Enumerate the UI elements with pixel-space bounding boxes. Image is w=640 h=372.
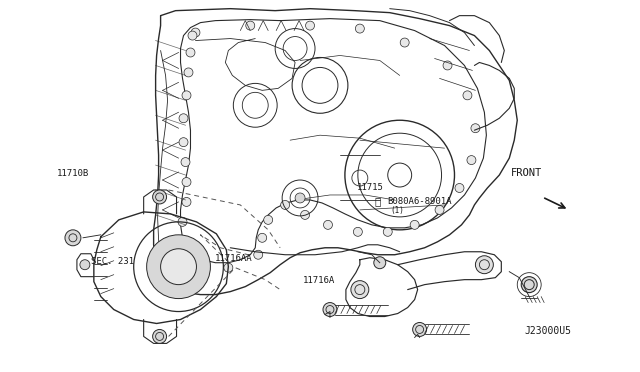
Circle shape [521, 277, 537, 293]
Text: 11716AA: 11716AA [215, 254, 253, 263]
Circle shape [264, 215, 273, 224]
Text: SEC. 231: SEC. 231 [92, 257, 134, 266]
Circle shape [176, 237, 185, 246]
Circle shape [455, 183, 464, 192]
Circle shape [253, 250, 262, 259]
Text: J23000U5: J23000U5 [525, 326, 572, 336]
Circle shape [178, 217, 187, 226]
Circle shape [400, 38, 409, 47]
Circle shape [301, 211, 310, 219]
Circle shape [191, 28, 200, 37]
Circle shape [443, 61, 452, 70]
Circle shape [353, 227, 362, 236]
Text: 11715: 11715 [357, 183, 384, 192]
Circle shape [471, 124, 480, 133]
Circle shape [476, 256, 493, 274]
Circle shape [463, 91, 472, 100]
Circle shape [374, 257, 386, 269]
Text: FRONT: FRONT [511, 169, 543, 179]
Circle shape [295, 193, 305, 203]
Circle shape [351, 280, 369, 299]
Text: 11710B: 11710B [58, 169, 90, 177]
Circle shape [258, 233, 267, 242]
Circle shape [182, 91, 191, 100]
Circle shape [181, 253, 190, 262]
Circle shape [179, 114, 188, 123]
Circle shape [179, 138, 188, 147]
Circle shape [161, 249, 196, 285]
Circle shape [182, 198, 191, 206]
Circle shape [281, 201, 290, 209]
Circle shape [184, 68, 193, 77]
Circle shape [186, 48, 195, 57]
Text: Ⓑ: Ⓑ [374, 196, 381, 206]
Circle shape [410, 220, 419, 229]
Circle shape [152, 330, 166, 343]
Circle shape [152, 190, 166, 204]
Circle shape [182, 177, 191, 186]
Circle shape [383, 227, 392, 236]
Text: B080A6-8901A: B080A6-8901A [388, 197, 452, 206]
Circle shape [467, 155, 476, 164]
Circle shape [181, 158, 190, 167]
Circle shape [323, 302, 337, 317]
Circle shape [435, 205, 444, 214]
Circle shape [147, 235, 211, 299]
Circle shape [80, 260, 90, 270]
Circle shape [188, 31, 197, 40]
Circle shape [246, 21, 255, 30]
Text: 11716A: 11716A [303, 276, 335, 285]
Circle shape [355, 24, 364, 33]
Circle shape [224, 263, 233, 272]
Circle shape [65, 230, 81, 246]
Text: (1): (1) [390, 206, 404, 215]
Circle shape [305, 21, 314, 30]
Circle shape [194, 263, 203, 272]
Circle shape [323, 220, 332, 229]
Circle shape [413, 323, 427, 336]
